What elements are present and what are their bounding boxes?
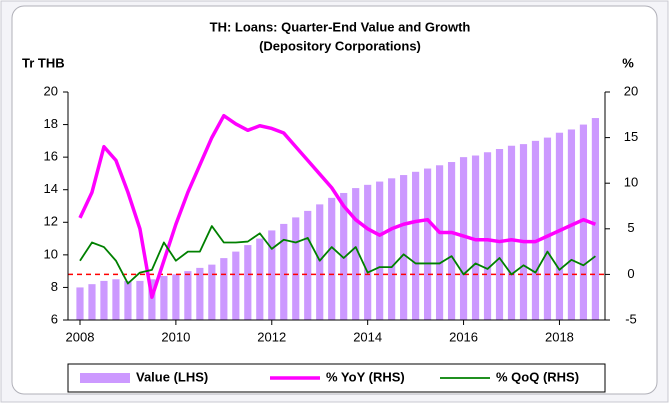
bar — [232, 251, 240, 320]
y-tick-label: 14 — [44, 181, 58, 196]
y2-tick-label: 15 — [624, 129, 638, 144]
y2-tick-label: 10 — [624, 175, 638, 190]
bar — [459, 157, 468, 320]
y2-tick-label: 20 — [624, 83, 638, 98]
legend-label: % QoQ (RHS) — [496, 369, 579, 384]
bar — [196, 267, 204, 320]
bar — [519, 144, 528, 320]
bar — [424, 168, 432, 320]
bar — [208, 264, 216, 320]
y2-axis-label: % — [622, 55, 634, 70]
y-tick-label: 12 — [44, 214, 58, 229]
bar — [412, 171, 420, 320]
x-tick-label: 2018 — [545, 329, 574, 344]
bar — [184, 271, 192, 320]
x-tick-label: 2008 — [66, 329, 95, 344]
bar — [400, 175, 408, 320]
bar — [328, 197, 336, 320]
bar — [507, 145, 516, 320]
bar — [244, 245, 252, 320]
y2-tick-label: -5 — [625, 311, 637, 326]
y2-tick-label: 5 — [627, 220, 634, 235]
bar — [268, 230, 276, 320]
bar — [543, 137, 552, 320]
bar — [388, 178, 396, 320]
y-tick-label: 18 — [44, 116, 58, 131]
bar — [124, 280, 132, 320]
legend-label: % YoY (RHS) — [326, 369, 405, 384]
bar — [531, 140, 540, 320]
bar — [555, 132, 564, 320]
bar — [483, 152, 492, 320]
bar — [579, 124, 588, 320]
bar — [471, 155, 480, 320]
bar — [376, 181, 384, 320]
bar — [220, 258, 228, 320]
bar — [495, 149, 504, 320]
bar — [136, 280, 144, 320]
line-series — [79, 225, 596, 285]
bar — [256, 238, 264, 320]
chart-subtitle: (Depository Corporations) — [259, 38, 421, 53]
bar — [591, 118, 600, 320]
bar — [340, 192, 348, 320]
x-tick-label: 2016 — [449, 329, 478, 344]
bar — [88, 284, 96, 320]
bar — [280, 223, 288, 320]
bar — [160, 276, 168, 320]
bar — [435, 165, 444, 320]
bar — [304, 210, 312, 320]
chart-title: TH: Loans: Quarter-End Value and Growth — [210, 19, 471, 34]
y2-tick-label: 0 — [627, 266, 634, 281]
bar — [76, 287, 84, 320]
x-tick-label: 2012 — [257, 329, 286, 344]
bar — [364, 184, 372, 320]
y-tick-label: 10 — [44, 246, 58, 261]
legend-swatch — [80, 373, 130, 383]
legend-box — [67, 363, 606, 393]
legend-label: Value (LHS) — [136, 369, 208, 384]
bar — [447, 162, 456, 320]
x-tick-label: 2014 — [353, 329, 382, 344]
y-tick-label: 20 — [44, 83, 58, 98]
bar — [148, 279, 156, 320]
y-tick-label: 16 — [44, 149, 58, 164]
y-tick-label: 6 — [51, 311, 58, 326]
bar — [352, 188, 360, 320]
bar — [172, 274, 180, 320]
y-axis-label: Tr THB — [22, 55, 65, 70]
bar — [100, 280, 108, 320]
y-tick-label: 8 — [51, 279, 58, 294]
x-tick-label: 2010 — [161, 329, 190, 344]
line-series — [78, 113, 597, 299]
bar — [316, 204, 324, 320]
bar — [112, 279, 120, 320]
bar — [292, 217, 300, 320]
